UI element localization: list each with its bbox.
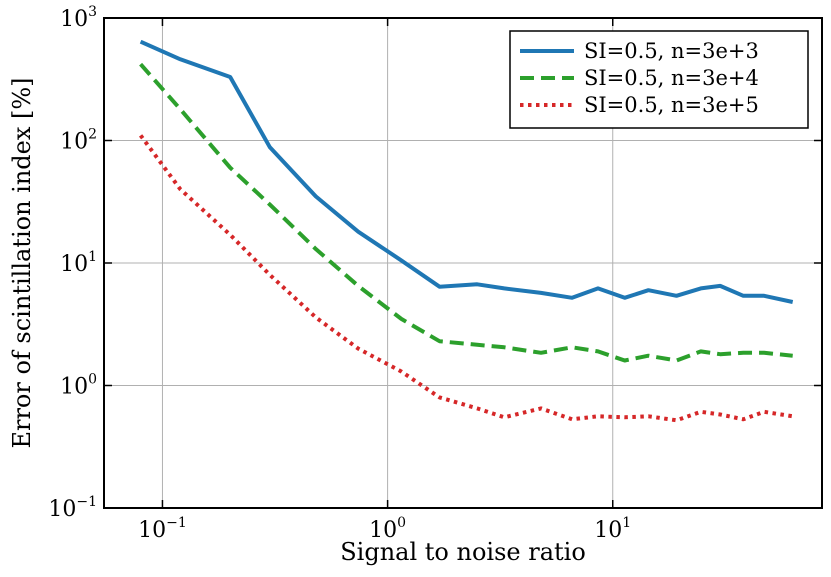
x-tick-label: 101 (594, 515, 631, 543)
y-axis-label: Error of scintillation index [%] (8, 77, 36, 448)
ticks: 10−1 100 101 10−1 100 101 102 103 (48, 4, 822, 543)
y-tick-label: 100 (60, 372, 97, 400)
legend-label-2: SI=0.5, n=3e+4 (584, 66, 759, 90)
series-line-2 (139, 62, 793, 363)
legend-label-1: SI=0.5, n=3e+3 (584, 39, 759, 63)
legend-label-3: SI=0.5, n=3e+5 (584, 93, 759, 117)
y-tick-label: 10−1 (48, 494, 97, 522)
legend: SI=0.5, n=3e+3 SI=0.5, n=3e+4 SI=0.5, n=3e… (509, 30, 809, 129)
series-line-3 (138, 134, 794, 423)
x-axis-label: Signal to noise ratio (340, 538, 586, 566)
x-tick-label: 10−1 (138, 515, 187, 543)
y-tick-label: 102 (60, 127, 97, 155)
x-tick-label: 100 (369, 515, 406, 543)
series-lines (138, 39, 794, 423)
legend-box (509, 30, 809, 129)
y-tick-label: 101 (60, 249, 97, 277)
series-line-1 (139, 39, 794, 304)
y-tick-label: 103 (60, 4, 97, 32)
